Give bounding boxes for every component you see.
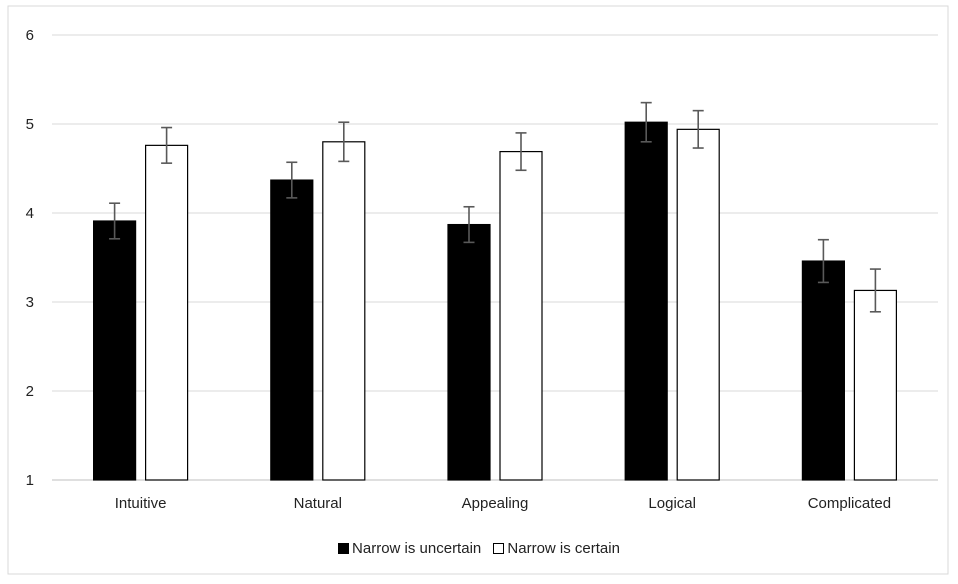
legend-label: Narrow is uncertain xyxy=(352,540,482,557)
legend-swatch-black xyxy=(338,543,350,554)
error-bars xyxy=(109,101,881,313)
bar-narrow-is-certain xyxy=(676,128,720,481)
x-axis-tick-labels: Intuitive Natural Appealing Logical Complica… xyxy=(115,495,891,512)
x-tick-label: Intuitive xyxy=(115,495,167,512)
legend-label: Narrow is certain xyxy=(507,540,620,557)
bar-narrow-is-uncertain xyxy=(92,220,137,481)
y-axis-tick-labels: 1 2 3 4 5 6 xyxy=(26,27,34,489)
x-tick-label: Logical xyxy=(648,495,696,512)
bar-narrow-is-certain xyxy=(499,150,543,481)
legend-item-narrow-is-certain: Narrow is certain xyxy=(493,540,620,557)
y-tick-label: 2 xyxy=(26,383,34,400)
bar-narrow-is-certain xyxy=(322,141,366,481)
y-tick-label: 4 xyxy=(26,205,34,222)
bar-narrow-is-uncertain xyxy=(801,260,846,481)
y-tick-label: 6 xyxy=(26,27,34,44)
x-tick-label: Appealing xyxy=(462,495,529,512)
bar-narrow-is-uncertain xyxy=(270,179,314,481)
y-tick-label: 3 xyxy=(26,294,34,311)
bar-narrow-is-uncertain xyxy=(624,121,668,481)
legend: Narrow is uncertain Narrow is certain xyxy=(0,540,958,558)
x-tick-label: Natural xyxy=(294,495,342,512)
bar-narrow-is-uncertain xyxy=(447,223,491,481)
legend-item-narrow-is-uncertain: Narrow is uncertain xyxy=(338,540,481,557)
legend-swatch-white xyxy=(493,543,505,554)
bar-narrow-is-certain xyxy=(853,289,898,481)
bar-narrow-is-certain xyxy=(145,144,189,481)
bars xyxy=(92,121,898,481)
y-tick-label: 1 xyxy=(26,472,34,489)
gridlines xyxy=(52,34,938,481)
x-tick-label: Complicated xyxy=(808,495,891,512)
y-tick-label: 5 xyxy=(26,116,34,133)
